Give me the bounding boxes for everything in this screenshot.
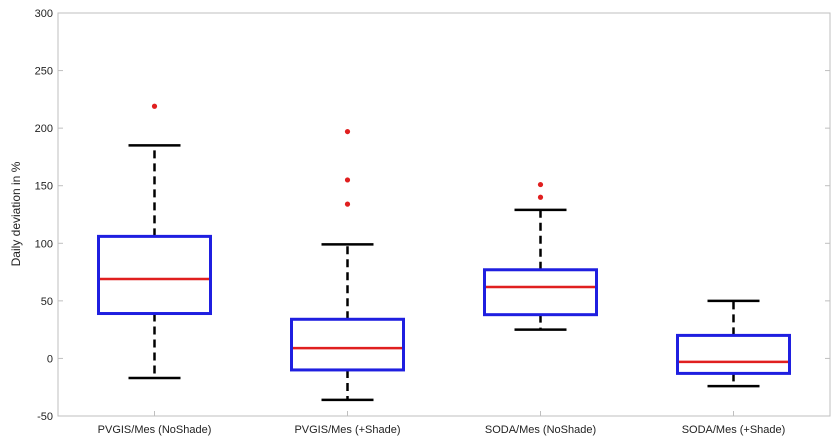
- y-tick-label: 250: [35, 66, 53, 78]
- box-1: [97, 103, 212, 380]
- x-tick-label: PVGIS/Mes (+Shade): [294, 424, 400, 436]
- x-tick-label: SODA/Mes (NoShade): [485, 424, 596, 436]
- y-axis: -50 0 50 100 150 200 250 300: [35, 8, 830, 423]
- outlier-point: [344, 201, 351, 207]
- y-tick-label: -50: [37, 411, 53, 423]
- y-tick-label: 300: [35, 8, 53, 20]
- outlier-point: [344, 128, 351, 135]
- box-4: [676, 299, 791, 388]
- y-tick-label: 0: [47, 353, 53, 365]
- y-tick-label: 100: [35, 238, 53, 250]
- iqr-box: [676, 333, 791, 375]
- outlier-point: [537, 194, 544, 200]
- y-tick-label: 150: [35, 181, 53, 193]
- y-axis-title: Daily deviation in %: [9, 161, 23, 266]
- iqr-box: [97, 234, 212, 316]
- outlier-point: [151, 103, 158, 109]
- x-tick-label: PVGIS/Mes (NoShade): [98, 424, 212, 436]
- boxes-group: [97, 103, 791, 402]
- x-axis: PVGIS/Mes (NoShade) PVGIS/Mes (+Shade) SOD…: [98, 411, 786, 436]
- x-tick-label: SODA/Mes (+Shade): [682, 424, 786, 436]
- outlier-point: [344, 177, 351, 183]
- box-3: [483, 181, 598, 331]
- iqr-box: [290, 317, 405, 372]
- outlier-point: [537, 181, 544, 188]
- y-tick-label: 200: [35, 123, 53, 135]
- box-2: [290, 128, 405, 402]
- y-tick-label: 50: [41, 296, 53, 308]
- iqr-box: [483, 268, 598, 317]
